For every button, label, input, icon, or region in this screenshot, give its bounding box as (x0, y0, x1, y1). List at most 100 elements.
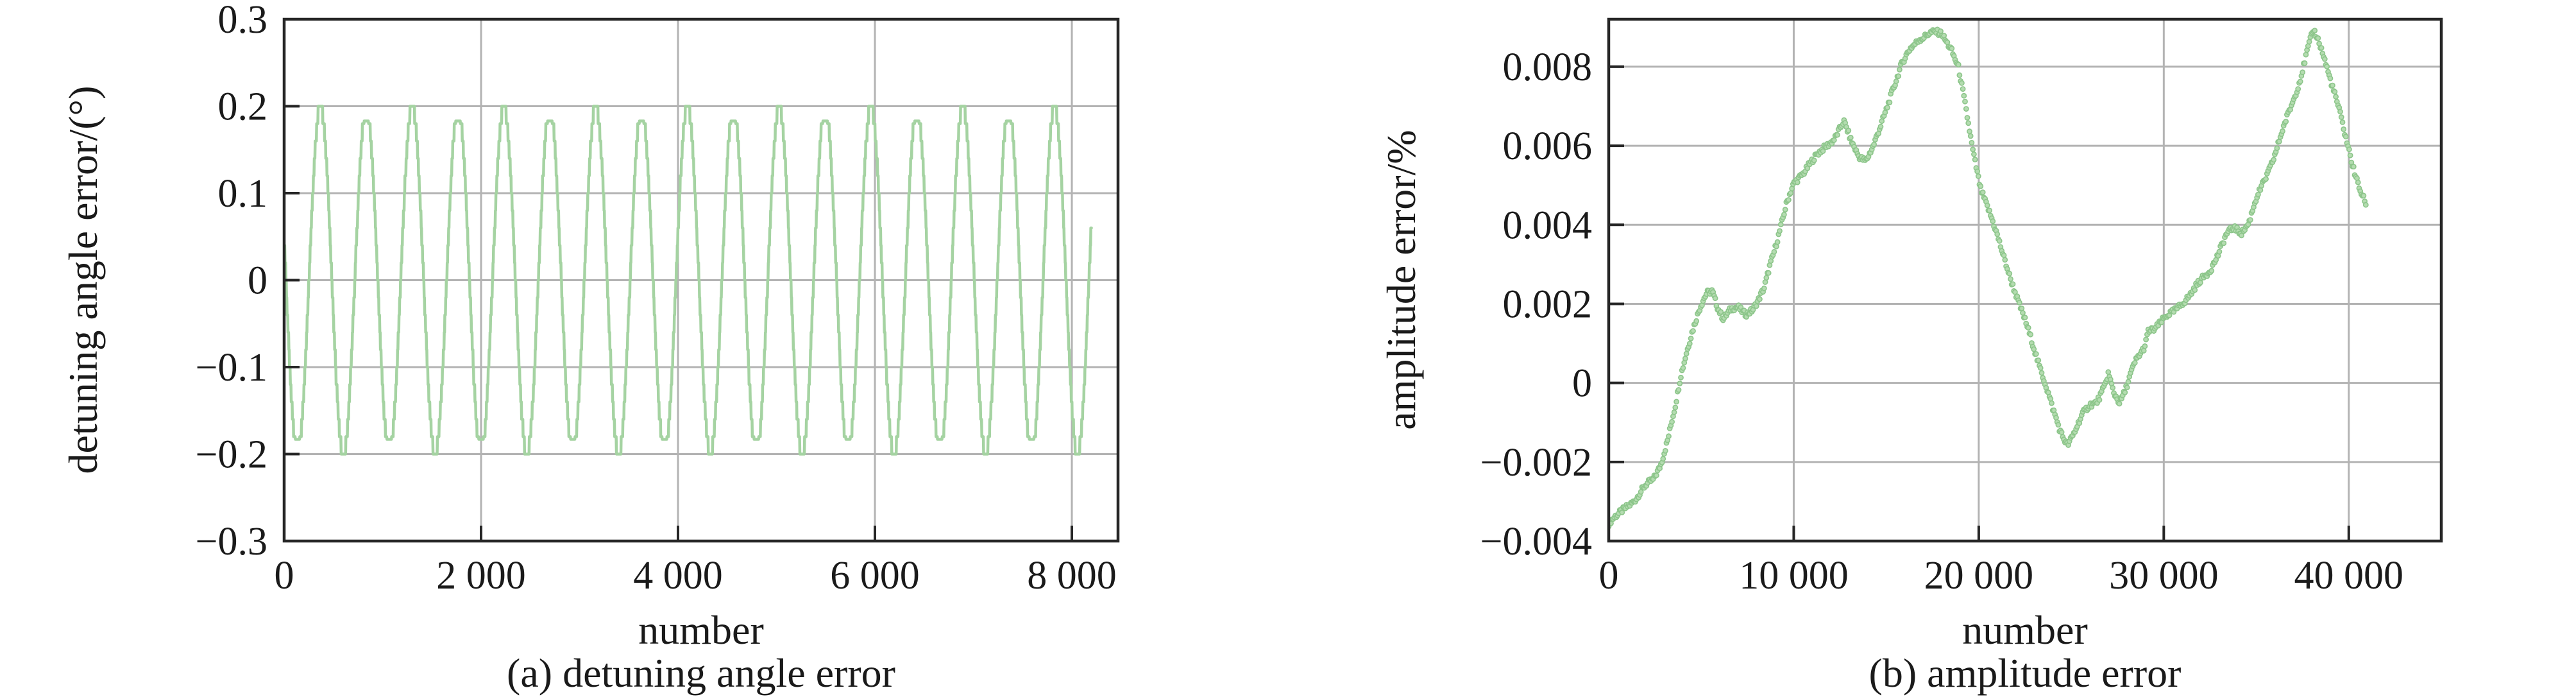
scatter-dot (1782, 207, 1788, 212)
scatter-dot (1967, 128, 1972, 135)
scatter-dot (1765, 270, 1772, 276)
x-tick-label: 10 000 (1739, 554, 1849, 598)
scatter-dot (1761, 285, 1767, 291)
chart-a-caption: (a) detuning angle error (507, 650, 895, 696)
y-tick-label: −0.2 (196, 433, 267, 477)
scatter-dot (1897, 67, 1902, 73)
tick-marks (283, 18, 1074, 542)
scatter-dot (2263, 176, 2269, 182)
scatter-dot (1944, 39, 1951, 46)
scatter-dot (1845, 127, 1852, 133)
x-tick-label: 6 000 (830, 554, 920, 598)
scatter-dot (2025, 325, 2031, 331)
scatter-dot (1955, 62, 1962, 67)
scatter-dot (2131, 359, 2138, 366)
scatter-dot (2125, 379, 2131, 385)
scatter-dot (2038, 370, 2045, 376)
scatter-dot (2283, 118, 2289, 125)
x-tick-label: 2 000 (436, 554, 526, 598)
data-series (1610, 26, 2369, 529)
scatter-dot (2350, 164, 2357, 169)
x-tick-label: 4 000 (633, 554, 723, 598)
y-tick-label: 0.3 (218, 0, 268, 42)
chart-b-caption: (b) amplitude error (1868, 650, 2182, 696)
scatter-dot (2341, 126, 2347, 132)
chart-a-x-axis-label: number (638, 607, 764, 653)
y-tick-label: 0.008 (1503, 46, 1593, 89)
scatter-dot (1831, 137, 1837, 143)
scatter-dot (1672, 404, 1679, 411)
scatter-dot (1886, 99, 1893, 105)
scatter-dot (2016, 300, 2022, 305)
scatter-dot (1979, 189, 1986, 195)
scatter-dot (2332, 89, 2338, 95)
x-tick-label: 0 (1599, 554, 1619, 598)
scatter-dot (1777, 221, 1784, 228)
scatter-dot (1682, 356, 1688, 361)
scatter-dot (1969, 139, 1975, 146)
scatter-dot (2105, 369, 2112, 375)
scatter-dot (1690, 328, 1696, 334)
scatter-dot (1987, 207, 1992, 214)
y-tick-label: 0.2 (218, 85, 268, 129)
scatter-dot (1893, 78, 1899, 85)
scatter-dot (2208, 268, 2215, 274)
scatter-dot (1978, 183, 1984, 189)
scatter-dot (2303, 51, 2309, 58)
scatter-dot (1678, 374, 1684, 381)
scatter-dot (1671, 409, 1677, 415)
scatter-dot (1788, 190, 1794, 196)
scatter-dot (2318, 45, 2325, 51)
scatter-dot (2020, 310, 2026, 316)
scatter-dot (2321, 56, 2328, 62)
scatter-dot (1675, 387, 1682, 393)
scatter-dot (2255, 191, 2261, 198)
scatter-dot (2339, 119, 2346, 125)
scatter-dot (2301, 60, 2308, 66)
y-tick-label: 0 (1572, 362, 1592, 406)
chart-b: 0.008 0.006 0.004 0.002 0 −0.002 −0.004 0 10 000… (1288, 0, 2576, 697)
scatter-dot (2116, 400, 2123, 407)
scatter-dot (1996, 237, 2003, 244)
scatter-dot (1688, 336, 1694, 341)
scatter-dot (2346, 146, 2352, 153)
scatter-dot (1885, 105, 1890, 110)
y-tick-label: 0 (248, 259, 267, 303)
scatter-dot (2315, 35, 2321, 41)
scatter-dot (2247, 217, 2253, 223)
scatter-dot (2022, 314, 2028, 321)
scatter-dot (2280, 128, 2285, 134)
scatter-dot (1871, 141, 1877, 148)
scatter-dot (2362, 202, 2369, 208)
scatter-dot (1949, 46, 1955, 51)
scatter-dot (1771, 248, 1777, 255)
scatter-dot (2019, 305, 2025, 311)
scatter-dot (2049, 400, 2055, 406)
scatter-dot (1674, 399, 1679, 405)
scatter-dot (2008, 276, 2013, 282)
scatter-dot (1774, 239, 1781, 245)
scatter-dot (1964, 115, 1970, 121)
chart-a: 0.3 0.2 0.1 0 −0.1 −0.2 −0.3 0 2 000 4 000 6 000 8 … (60, 0, 1120, 696)
scatter-dot (2216, 248, 2223, 255)
plot-frame (282, 17, 1120, 543)
scatter-dot (1669, 418, 1675, 425)
scatter-dot (2306, 39, 2312, 45)
scatter-dot (2239, 232, 2244, 239)
y-tick-label: 0.1 (218, 172, 268, 216)
scatter-dot (2347, 152, 2353, 159)
scatter-dot (1938, 28, 1944, 34)
scatter-dot (1971, 151, 1977, 157)
scatter-dot (1638, 488, 1644, 495)
scatter-dot (1959, 80, 1965, 86)
scatter-dot (1965, 120, 1972, 126)
scatter-dot (2033, 351, 2039, 357)
scatter-dot (1662, 448, 1668, 454)
scatter-dot (1975, 173, 1981, 179)
scatter-dot (1753, 303, 1759, 309)
scatter-dot (1712, 295, 1718, 302)
scatter-dot (2055, 422, 2062, 428)
grid-lines (1609, 19, 2441, 541)
